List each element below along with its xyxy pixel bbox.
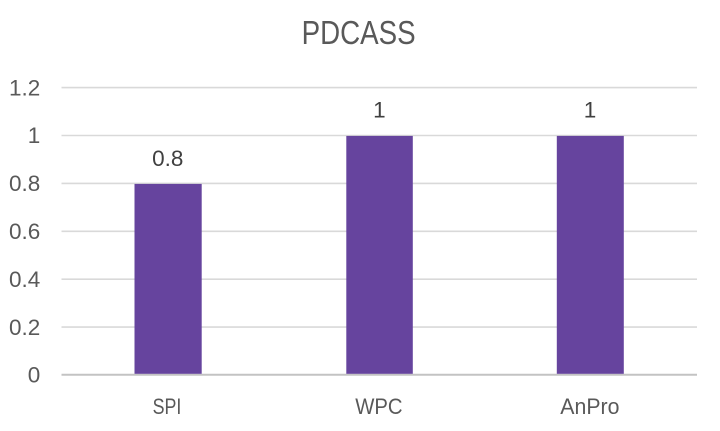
svg-text:0.6: 0.6 bbox=[9, 219, 40, 244]
svg-text:SPI: SPI bbox=[153, 394, 182, 419]
svg-text:0.4: 0.4 bbox=[9, 267, 40, 292]
svg-text:0.8: 0.8 bbox=[152, 146, 183, 171]
svg-text:1: 1 bbox=[373, 98, 386, 123]
svg-text:1: 1 bbox=[28, 123, 41, 148]
svg-text:0.8: 0.8 bbox=[9, 171, 40, 196]
svg-text:0.2: 0.2 bbox=[9, 315, 40, 340]
svg-text:0: 0 bbox=[28, 363, 41, 388]
svg-text:1: 1 bbox=[584, 98, 597, 123]
svg-text:1.2: 1.2 bbox=[9, 75, 40, 100]
svg-text:AnPro: AnPro bbox=[560, 394, 619, 419]
svg-text:WPC: WPC bbox=[355, 394, 403, 419]
svg-text:PDCASS: PDCASS bbox=[302, 14, 416, 51]
